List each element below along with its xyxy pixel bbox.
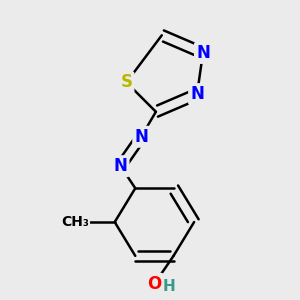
Text: S: S [121,74,133,92]
Text: CH₃: CH₃ [61,215,89,229]
Text: N: N [114,157,128,175]
Text: N: N [196,44,210,62]
Text: O: O [147,275,161,293]
Text: N: N [190,85,204,103]
Text: H: H [163,279,176,294]
Text: N: N [134,128,148,146]
